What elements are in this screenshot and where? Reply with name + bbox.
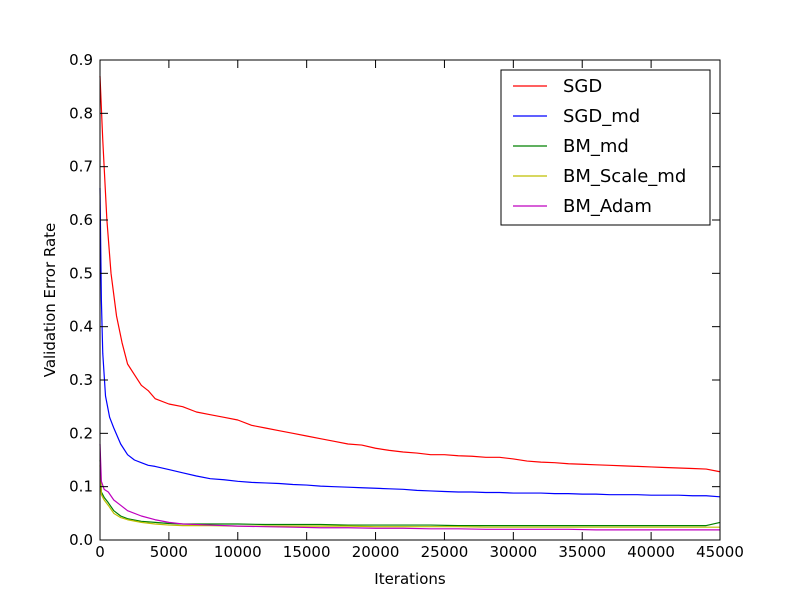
x-tick-label: 20000 <box>352 543 400 561</box>
x-tick-label: 45000 <box>696 543 744 561</box>
x-tick-label: 10000 <box>214 543 262 561</box>
y-axis-label: Validation Error Rate <box>41 223 59 378</box>
x-tick-label: 25000 <box>421 543 469 561</box>
plot-frame <box>99 59 721 541</box>
series-line-2 <box>99 459 721 527</box>
y-tick-label: 0.2 <box>69 424 93 442</box>
x-tick-label: 40000 <box>627 543 675 561</box>
legend-label: SGD_md <box>563 106 640 127</box>
legend-box <box>500 69 711 226</box>
x-tick-label: 5000 <box>150 543 188 561</box>
series-line-3 <box>99 465 720 528</box>
x-axis-label: Iterations <box>374 570 446 588</box>
series-line-1 <box>99 187 721 498</box>
y-tick-label: 0.7 <box>69 158 93 176</box>
x-tick-label: 0 <box>95 543 105 561</box>
x-tick-label: 15000 <box>283 543 331 561</box>
x-tick-label: 35000 <box>558 543 606 561</box>
y-axis: 0.0 0.1 0.2 0.3 0.4 0.5 0.6 0.7 0.8 0.9 <box>69 51 720 549</box>
legend-label: BM_Adam <box>563 196 652 217</box>
legend-label: SGD <box>563 76 602 97</box>
y-tick-label: 0.1 <box>69 478 93 496</box>
series-layer <box>99 75 721 531</box>
legend: SGD SGD_md BM_md BM_Scale_md BM_Adam <box>500 69 711 226</box>
legend-label: BM_Scale_md <box>563 166 686 187</box>
legend-label: BM_md <box>563 136 629 157</box>
x-tick-label: 30000 <box>489 543 537 561</box>
y-tick-label: 0.4 <box>69 318 93 336</box>
series-line-0 <box>99 75 721 473</box>
x-axis: 0 5000 10000 15000 20000 25000 30000 35000 40000… <box>95 60 744 561</box>
y-tick-label: 0.6 <box>69 211 93 229</box>
y-tick-label: 0.3 <box>69 371 93 389</box>
y-tick-label: 0.9 <box>69 51 93 69</box>
y-tick-label: 0.8 <box>69 104 93 122</box>
y-tick-label: 0.5 <box>69 264 93 282</box>
y-tick-label: 0.0 <box>69 531 93 549</box>
series-line-4 <box>99 443 720 531</box>
